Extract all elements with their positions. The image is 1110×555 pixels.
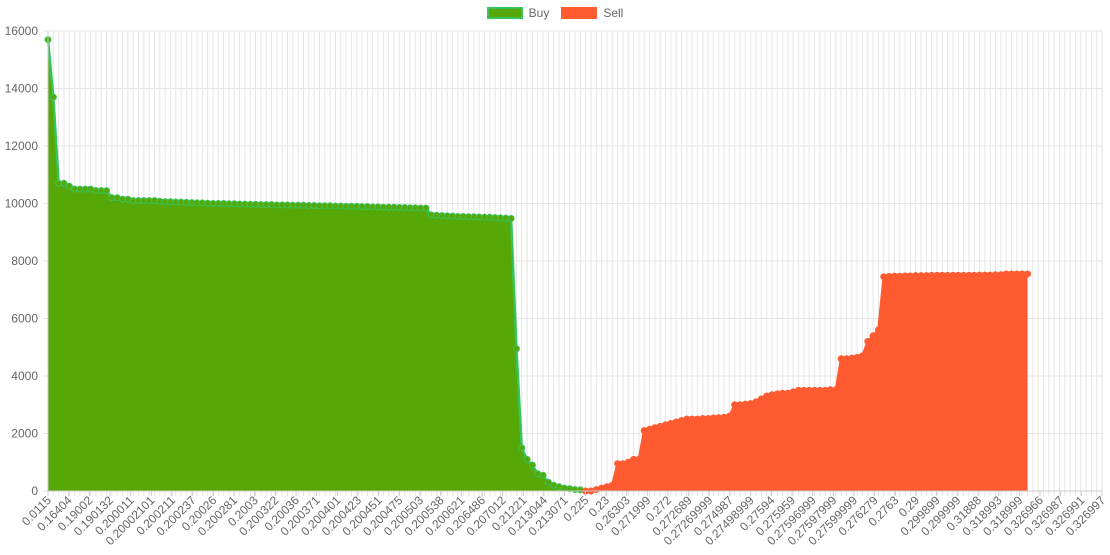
legend-swatch-buy (486, 7, 523, 19)
point-buy (544, 478, 552, 486)
point-buy (512, 345, 520, 353)
y-tick-label: 16000 (5, 24, 39, 38)
point-buy (422, 204, 430, 212)
point-sell (635, 455, 643, 463)
points-sell (582, 270, 1031, 495)
y-tick-label: 10000 (5, 197, 39, 211)
y-tick-label: 14000 (5, 82, 39, 96)
point-buy (507, 214, 515, 222)
point-sell (874, 326, 882, 334)
point-buy (523, 455, 531, 463)
y-tick-label: 2000 (11, 427, 38, 441)
y-tick-label: 4000 (11, 369, 38, 383)
point-sell (725, 412, 733, 420)
point-buy (539, 471, 547, 479)
point-sell (608, 481, 616, 489)
point-sell (832, 386, 840, 394)
legend-swatch-sell (561, 7, 598, 19)
legend-item-buy[interactable]: Buy (486, 6, 550, 20)
point-buy (49, 93, 57, 101)
legend-label-sell: Sell (603, 6, 624, 20)
point-sell (864, 338, 872, 345)
point-buy (65, 182, 73, 190)
point-buy (528, 461, 536, 469)
point-sell (1023, 270, 1031, 278)
y-tick-label: 8000 (11, 254, 38, 268)
point-buy (103, 187, 111, 195)
point-buy (60, 179, 68, 187)
area-sell (585, 273, 1028, 491)
points-buy (44, 36, 584, 494)
x-axis-labels: 0.01150.164040.190020.1901320.2000110.20… (19, 491, 1108, 548)
point-sell (752, 398, 760, 406)
legend-label-buy: Buy (528, 6, 550, 20)
y-tick-label: 12000 (5, 139, 39, 153)
point-sell (757, 395, 765, 403)
point-sell (858, 352, 866, 360)
point-sell (869, 332, 877, 340)
y-tick-label: 0 (31, 484, 38, 498)
y-tick-label: 6000 (11, 312, 38, 326)
area-buy (48, 39, 581, 491)
legend-item-sell[interactable]: Sell (561, 6, 623, 20)
point-sell (624, 458, 632, 466)
chart-legend: Buy Sell (0, 6, 1110, 20)
point-buy (518, 444, 526, 452)
